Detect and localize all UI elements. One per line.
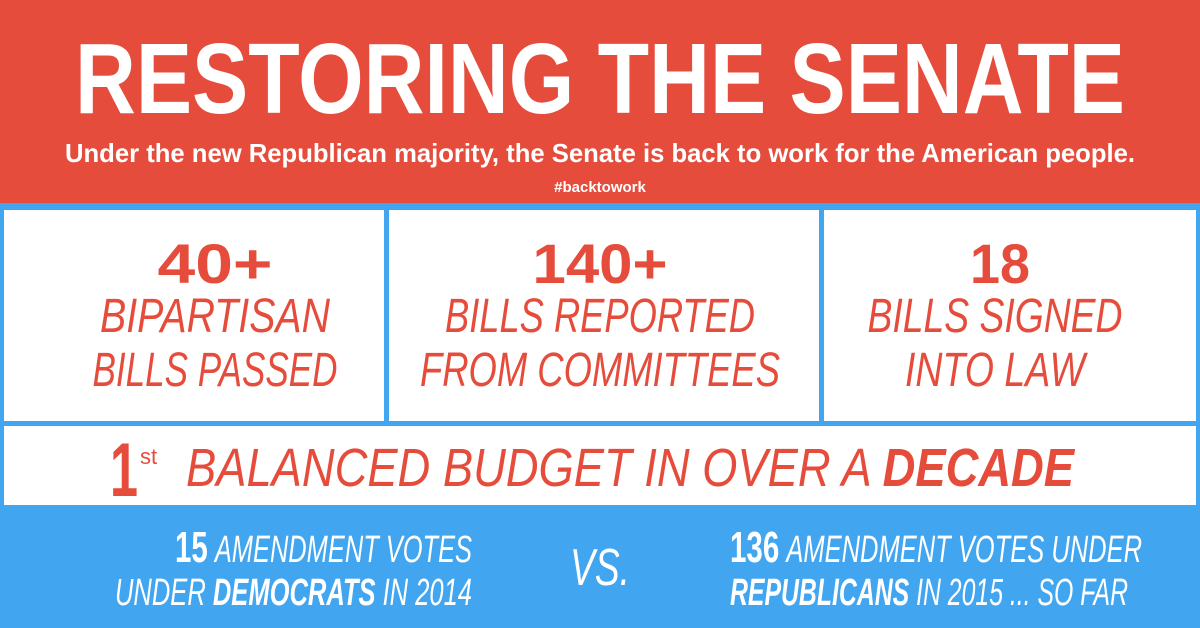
comparison-party: DEMOCRATS <box>213 572 376 614</box>
comparison-text: AMENDMENT VOTES <box>213 529 472 571</box>
stat-label: BILLS REPORTED <box>445 290 755 343</box>
subtitle: Under the new Republican majority, the S… <box>65 138 1135 168</box>
comparison-text: IN 2015 ... SO FAR <box>916 572 1128 614</box>
stat-label: BIPARTISAN <box>100 290 330 343</box>
comparison-party: REPUBLICANS <box>730 572 909 614</box>
comparison-line: REPUBLICANS IN 2015 ... SO FAR <box>730 572 1128 614</box>
budget-emphasis: DECADE <box>883 438 1076 498</box>
stat-box <box>389 210 819 421</box>
stat-label: BILLS SIGNED <box>868 290 1123 343</box>
hashtag: #backtowork <box>554 179 646 196</box>
stat-label: INTO LAW <box>905 344 1089 397</box>
budget-suffix: st <box>140 444 157 469</box>
stat-label: FROM COMMITTEES <box>420 344 780 397</box>
comparison-text: UNDER <box>115 572 206 614</box>
comparison-text: AMENDMENT VOTES UNDER <box>785 529 1142 571</box>
stat-number: 40+ <box>158 232 273 295</box>
comparison-line: 136 AMENDMENT VOTES UNDER <box>730 523 1142 572</box>
header-band <box>0 0 1200 203</box>
budget-number: 1 <box>110 428 138 513</box>
stat-box <box>824 210 1196 421</box>
budget-text: BALANCED BUDGET IN OVER A DECADE <box>186 438 1076 498</box>
budget-box <box>4 426 1196 505</box>
stat-label: BILLS PASSED <box>93 344 338 397</box>
comparison-line: UNDER DEMOCRATS IN 2014 <box>115 572 472 614</box>
comparison-number: 15 <box>175 523 208 572</box>
stat-number: 18 <box>970 232 1030 295</box>
comparison-number: 136 <box>730 523 779 572</box>
stat-box <box>4 210 384 421</box>
title: RESTORING THE SENATE <box>75 23 1125 135</box>
vs: VS. <box>570 539 630 597</box>
budget-label: BALANCED BUDGET IN OVER A <box>186 438 870 498</box>
comparison-line: 15 AMENDMENT VOTES <box>175 523 472 572</box>
stat-number: 140+ <box>533 232 668 295</box>
comparison-text: IN 2014 <box>383 572 472 614</box>
comparison-band <box>0 505 1200 628</box>
